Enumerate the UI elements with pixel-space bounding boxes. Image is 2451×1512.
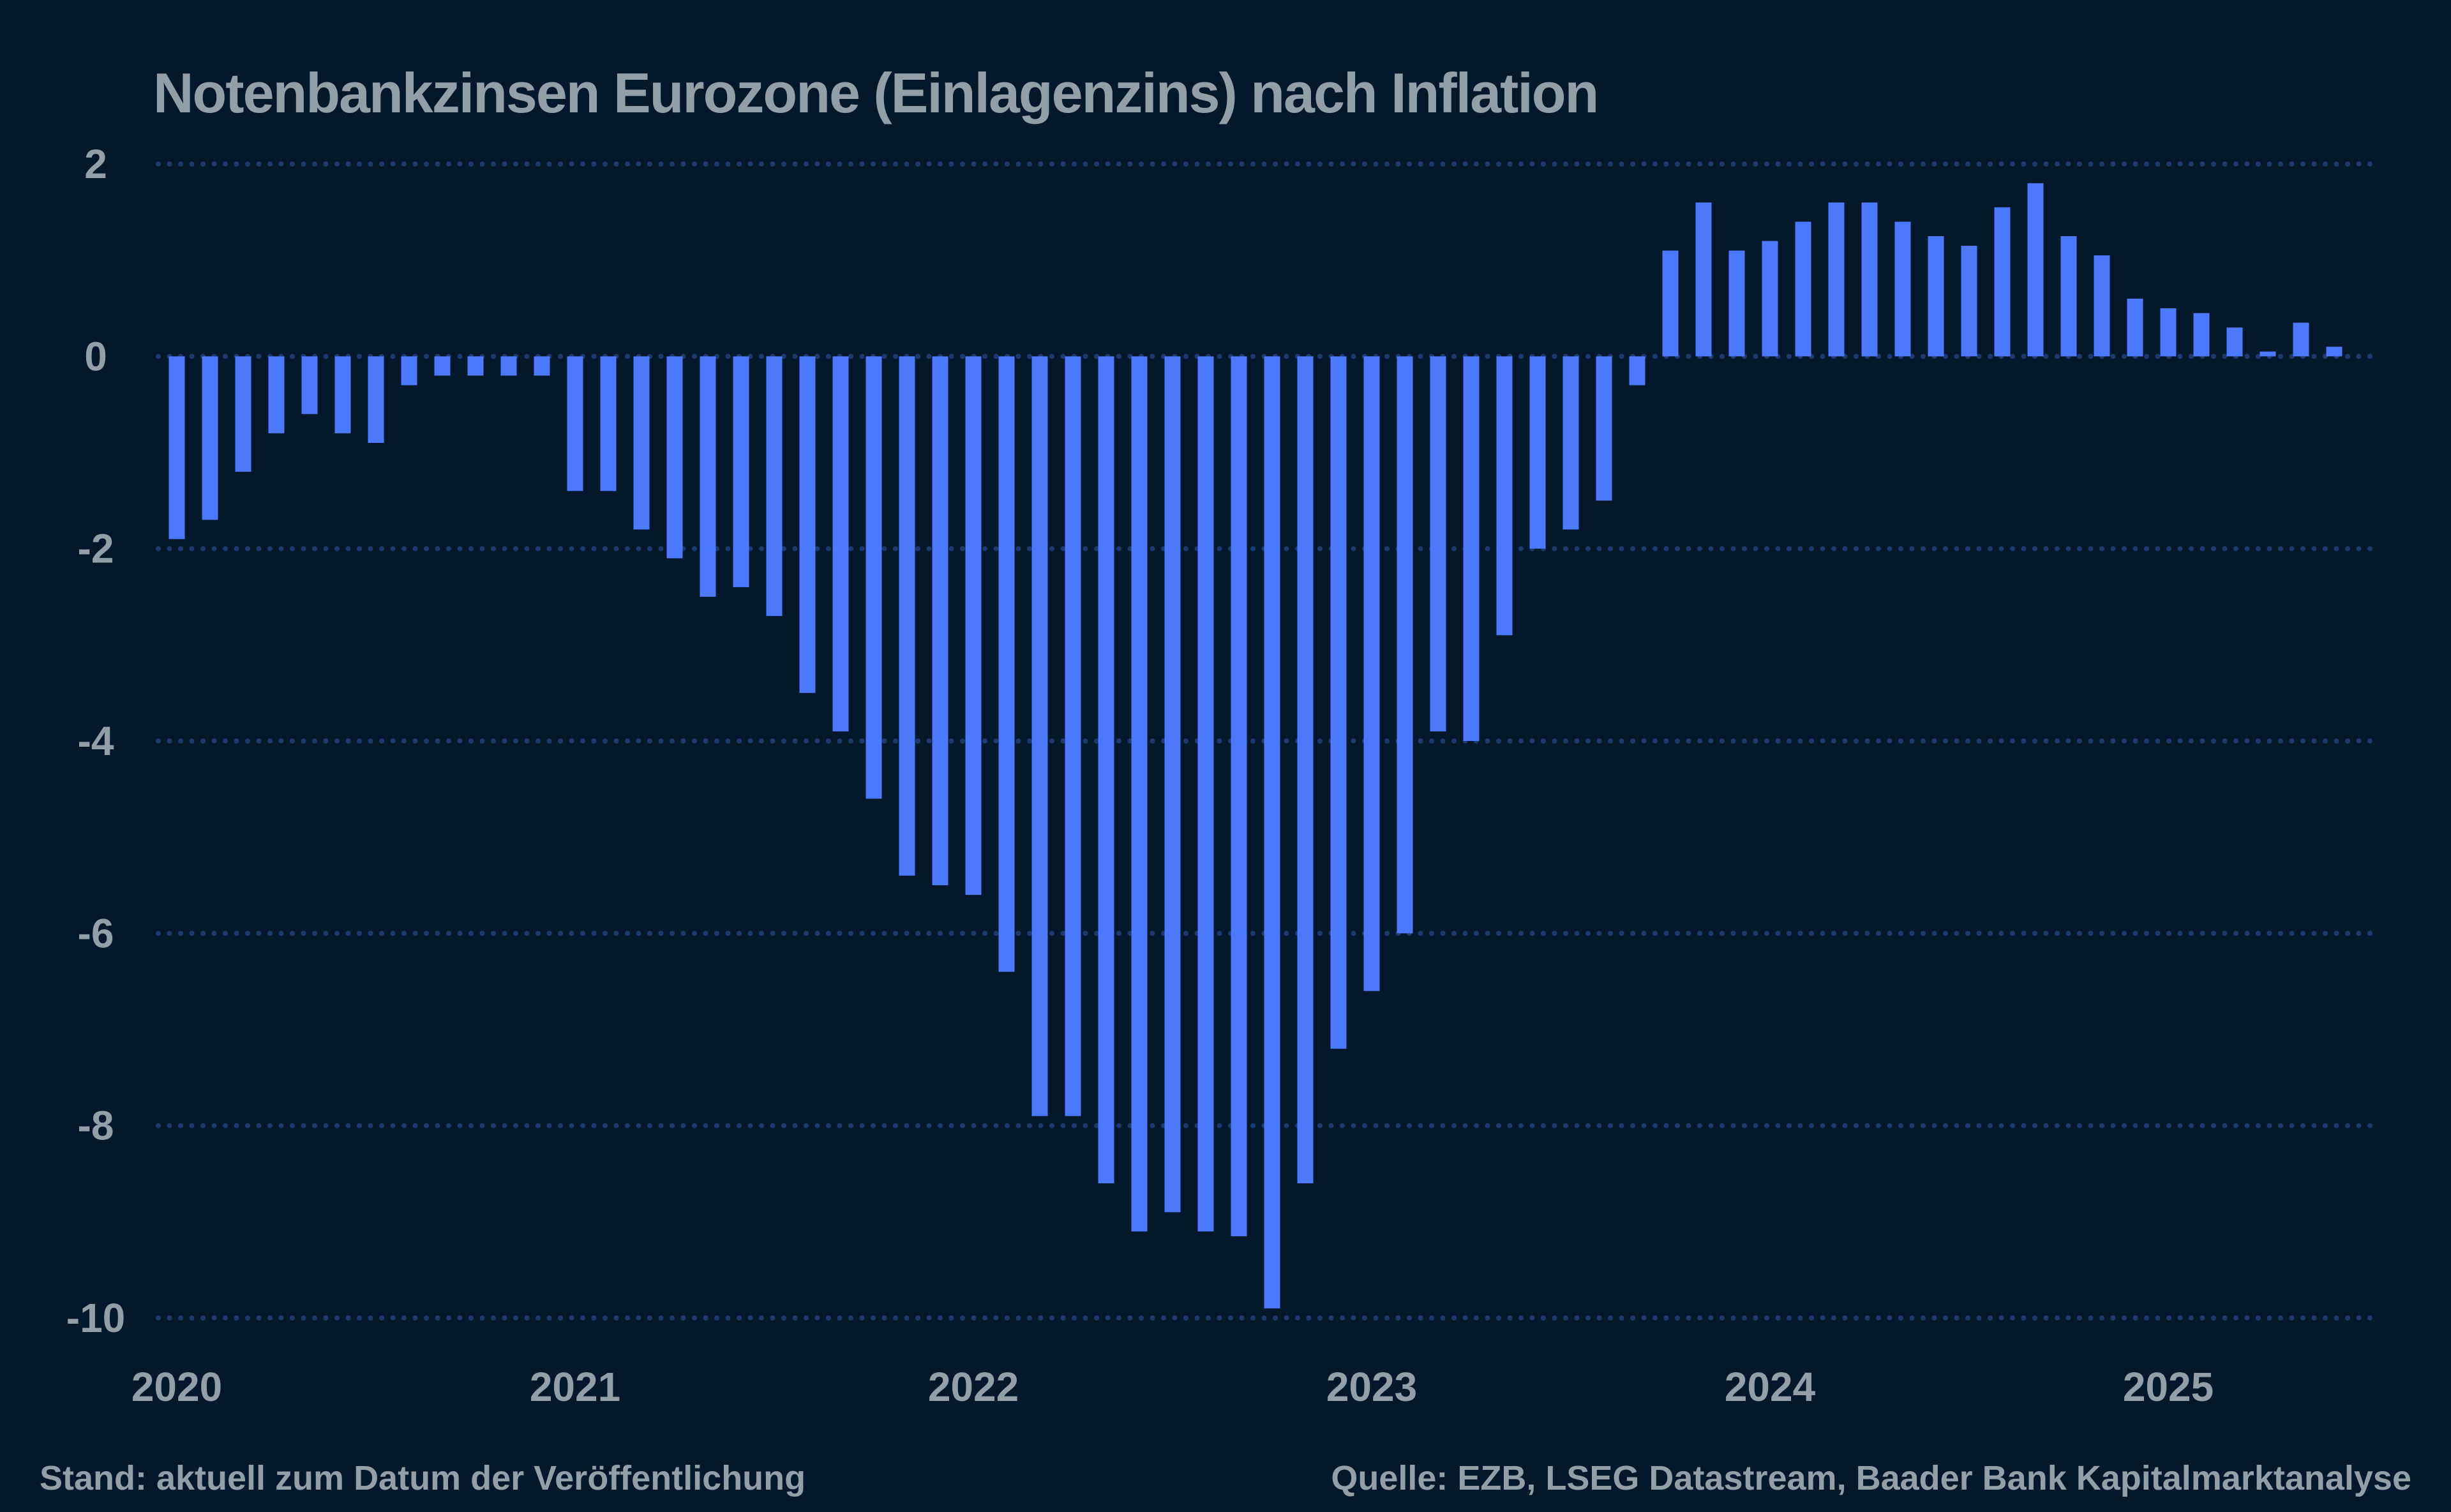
y-tick-label: -6 — [78, 910, 114, 956]
y-tick-label: -8 — [78, 1103, 114, 1149]
bar — [534, 356, 550, 376]
y-tick-label: -2 — [78, 526, 114, 572]
bar — [1662, 250, 1679, 357]
bar — [1961, 246, 1977, 357]
bar — [368, 356, 384, 443]
bar — [733, 356, 749, 587]
chart-title: Notenbankzinsen Eurozone (Einlagenzins) … — [153, 61, 1599, 124]
bar — [700, 356, 716, 597]
bar — [1828, 202, 1845, 357]
bar — [500, 356, 517, 376]
bar — [965, 356, 982, 895]
bar — [2160, 308, 2177, 357]
bar — [1197, 356, 1214, 1232]
bar — [1762, 241, 1778, 357]
bar — [1496, 356, 1513, 636]
bar — [2060, 236, 2077, 357]
bar — [799, 356, 816, 693]
x-tick-label: 2023 — [1326, 1364, 1417, 1410]
bar — [1695, 202, 1712, 357]
bar — [2127, 298, 2143, 357]
bar — [1629, 356, 1645, 385]
bar — [1928, 236, 1944, 357]
bar — [1728, 250, 1745, 357]
bar — [1563, 356, 1579, 530]
bar — [600, 356, 617, 491]
x-tick-label: 2025 — [2123, 1364, 2214, 1410]
bar — [2094, 255, 2110, 357]
bar — [1463, 356, 1480, 741]
bar — [2260, 351, 2276, 357]
bar — [666, 356, 683, 558]
y-axis: 2 0 -2 -4 -6 -8 -10 — [66, 141, 126, 1341]
bar — [401, 356, 417, 385]
bar — [2193, 313, 2210, 357]
bar — [1994, 207, 2011, 357]
bar — [932, 356, 948, 885]
bar — [633, 356, 650, 530]
bar — [1330, 356, 1347, 1049]
bar — [1861, 202, 1878, 357]
bar — [1529, 356, 1546, 549]
bar — [2027, 183, 2044, 357]
bar — [2226, 327, 2243, 357]
bar — [202, 356, 218, 520]
y-tick-label: 0 — [84, 333, 107, 379]
bar — [434, 356, 451, 376]
bar — [1098, 356, 1114, 1184]
x-tick-label: 2020 — [131, 1364, 222, 1410]
bar — [1231, 356, 1247, 1236]
bar — [1596, 356, 1612, 501]
bar — [866, 356, 882, 799]
bar — [1164, 356, 1181, 1213]
bar — [998, 356, 1015, 972]
bar — [1031, 356, 1048, 1116]
bar — [268, 356, 285, 433]
y-tick-label: -10 — [66, 1295, 126, 1341]
footer-date-note: Stand: aktuell zum Datum der Veröffentli… — [40, 1459, 806, 1497]
bar — [235, 356, 251, 472]
bars — [169, 183, 2342, 1308]
bar — [2326, 347, 2342, 357]
x-tick-label: 2022 — [928, 1364, 1019, 1410]
bar — [1397, 356, 1413, 934]
bar — [334, 356, 351, 433]
x-axis: 2020 2021 2022 2023 2024 2025 — [131, 1364, 2214, 1410]
x-tick-label: 2021 — [530, 1364, 620, 1410]
bar — [1430, 356, 1446, 731]
bar — [169, 356, 185, 539]
bar — [1065, 356, 1081, 1116]
bar — [567, 356, 583, 491]
bar — [766, 356, 783, 617]
bar — [467, 356, 484, 376]
bar — [832, 356, 849, 731]
bar — [1297, 356, 1314, 1184]
bar — [301, 356, 318, 414]
bar — [2293, 322, 2309, 357]
x-tick-label: 2024 — [1725, 1364, 1816, 1410]
y-tick-label: -4 — [78, 718, 114, 764]
y-tick-label: 2 — [84, 141, 107, 187]
bar — [1264, 356, 1280, 1308]
bar — [1795, 221, 1811, 357]
bar — [1131, 356, 1148, 1232]
bar — [899, 356, 915, 876]
bar — [1363, 356, 1380, 991]
bar — [1894, 221, 1911, 357]
footer-source: Quelle: EZB, LSEG Datastream, Baader Ban… — [1331, 1459, 2411, 1497]
